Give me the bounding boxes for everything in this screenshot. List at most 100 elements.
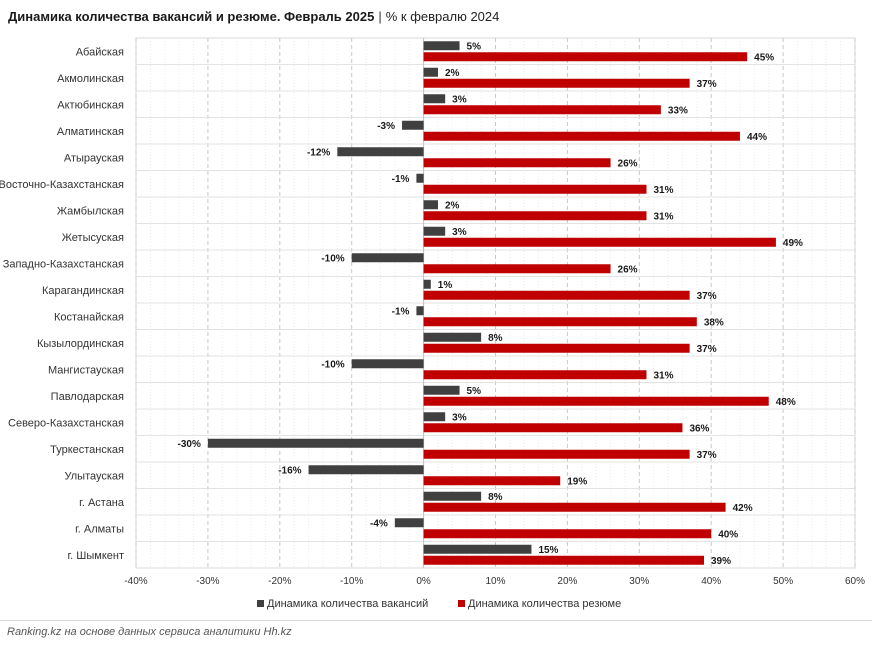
category-label: г. Шымкент [68,550,125,562]
category-label: Акмолинская [57,73,124,85]
resumes-bar [423,343,690,353]
resumes-bar [423,237,776,247]
vacancies-value-label: 5% [467,386,482,397]
vacancies-bar [423,226,446,236]
vacancies-bar [351,253,424,263]
resumes-bar [423,370,647,380]
vacancies-value-label: -10% [321,359,344,370]
resumes-bar [423,131,740,141]
category-label: Улытауская [65,470,125,482]
resumes-value-label: 31% [653,185,673,196]
category-label: Восточно-Казахстанская [0,179,124,191]
footer-divider [0,620,872,621]
vacancies-bar [207,438,424,448]
legend: Динамика количества вакансий Динамика кол… [257,598,621,610]
resumes-bar [423,396,769,406]
vacancies-value-label: -30% [178,439,201,450]
resumes-value-label: 31% [653,211,673,222]
category-label: Жетысуская [62,232,124,244]
vacancies-value-label: -12% [307,147,330,158]
vacancies-value-label: -4% [370,518,388,529]
vacancies-bar [351,359,424,369]
x-tick-label: -40% [124,576,147,587]
x-tick-label: 40% [701,576,721,587]
x-tick-label: 50% [773,576,793,587]
vacancies-bar [337,147,424,157]
resumes-bar [423,52,748,62]
vacancies-value-label: -16% [278,465,301,476]
category-label: Абайская [76,46,124,58]
vacancies-bar [402,120,424,130]
bar-chart: -40% -30% -20% -10% 0% 10% 20% 30% 40% 50% 60% Абай… [0,37,865,610]
vacancies-value-label: 2% [445,68,460,79]
resumes-value-label: 38% [704,317,724,328]
labels-layer: -40% -30% -20% -10% 0% 10% 20% 30% 40% 50% 60% Абай… [0,41,865,587]
vacancies-bar [394,518,424,528]
resumes-value-label: 37% [697,291,717,302]
vacancies-bar [423,200,438,210]
vacancies-bar [308,465,424,475]
vacancies-bar [423,41,460,51]
resumes-value-label: 39% [711,556,731,567]
vacancies-value-label: -1% [392,174,410,185]
vacancies-bar [423,332,482,342]
chart-subtitle: % к февралю 2024 [385,9,500,24]
resumes-value-label: 26% [618,264,638,275]
resumes-bar [423,105,661,115]
resumes-bar [423,78,690,88]
vacancies-bar [423,491,482,501]
resumes-bar [423,211,647,221]
resumes-bar [423,423,683,433]
resumes-bar [423,476,561,486]
vacancies-value-label: 8% [488,492,503,503]
legend-resumes-swatch [458,600,465,607]
resumes-value-label: 37% [697,344,717,355]
resumes-bar [423,184,647,194]
category-label: Павлодарская [51,391,124,403]
x-tick-label: 60% [845,576,865,587]
legend-vacancies-label: Динамика количества вакансий [267,598,428,610]
resumes-value-label: 40% [718,529,738,540]
vacancies-value-label: -3% [377,121,395,132]
resumes-value-label: 37% [697,450,717,461]
vacancies-value-label: 2% [445,200,460,211]
resumes-value-label: 36% [689,423,709,434]
vacancies-bar [416,173,424,183]
x-tick-label: 20% [557,576,577,587]
title-separator: | [378,9,382,24]
x-tick-label: -20% [268,576,291,587]
vacancies-bar [423,544,532,554]
category-label: Карагандинская [42,285,124,297]
vacancies-value-label: -1% [392,306,410,317]
resumes-bar [423,264,611,274]
vacancies-bar [423,412,446,422]
category-label: г. Астана [79,497,125,509]
category-label: Алматинская [57,126,124,138]
resumes-value-label: 45% [754,52,774,63]
resumes-value-label: 26% [618,158,638,169]
bars-layer [207,41,776,565]
source-footnote: Ranking.kz на основе данных сервиса анал… [7,626,292,638]
chart-title: Динамика количества вакансий и резюме. Ф… [8,9,375,24]
resumes-value-label: 31% [653,370,673,381]
vacancies-value-label: 15% [538,545,558,556]
x-tick-label: -30% [196,576,219,587]
resumes-bar [423,317,697,327]
grid-layer [135,37,856,569]
category-label: Жамбылская [57,205,124,217]
vacancies-value-label: 3% [452,227,467,238]
legend-resumes-label: Динамика количества резюме [468,598,621,610]
category-label: Западно-Казахстанская [3,258,124,270]
resumes-bar [423,449,690,459]
x-tick-label: 30% [629,576,649,587]
vacancies-bar [423,67,438,77]
vacancies-value-label: 3% [452,94,467,105]
vacancies-value-label: 5% [467,41,482,52]
category-label: Костанайская [54,311,124,323]
resumes-value-label: 44% [747,132,767,143]
category-label: Кызылординская [37,338,124,350]
vacancies-value-label: 1% [438,280,453,291]
vacancies-value-label: 3% [452,412,467,423]
resumes-bar [423,555,705,565]
vacancies-bar [423,279,431,289]
